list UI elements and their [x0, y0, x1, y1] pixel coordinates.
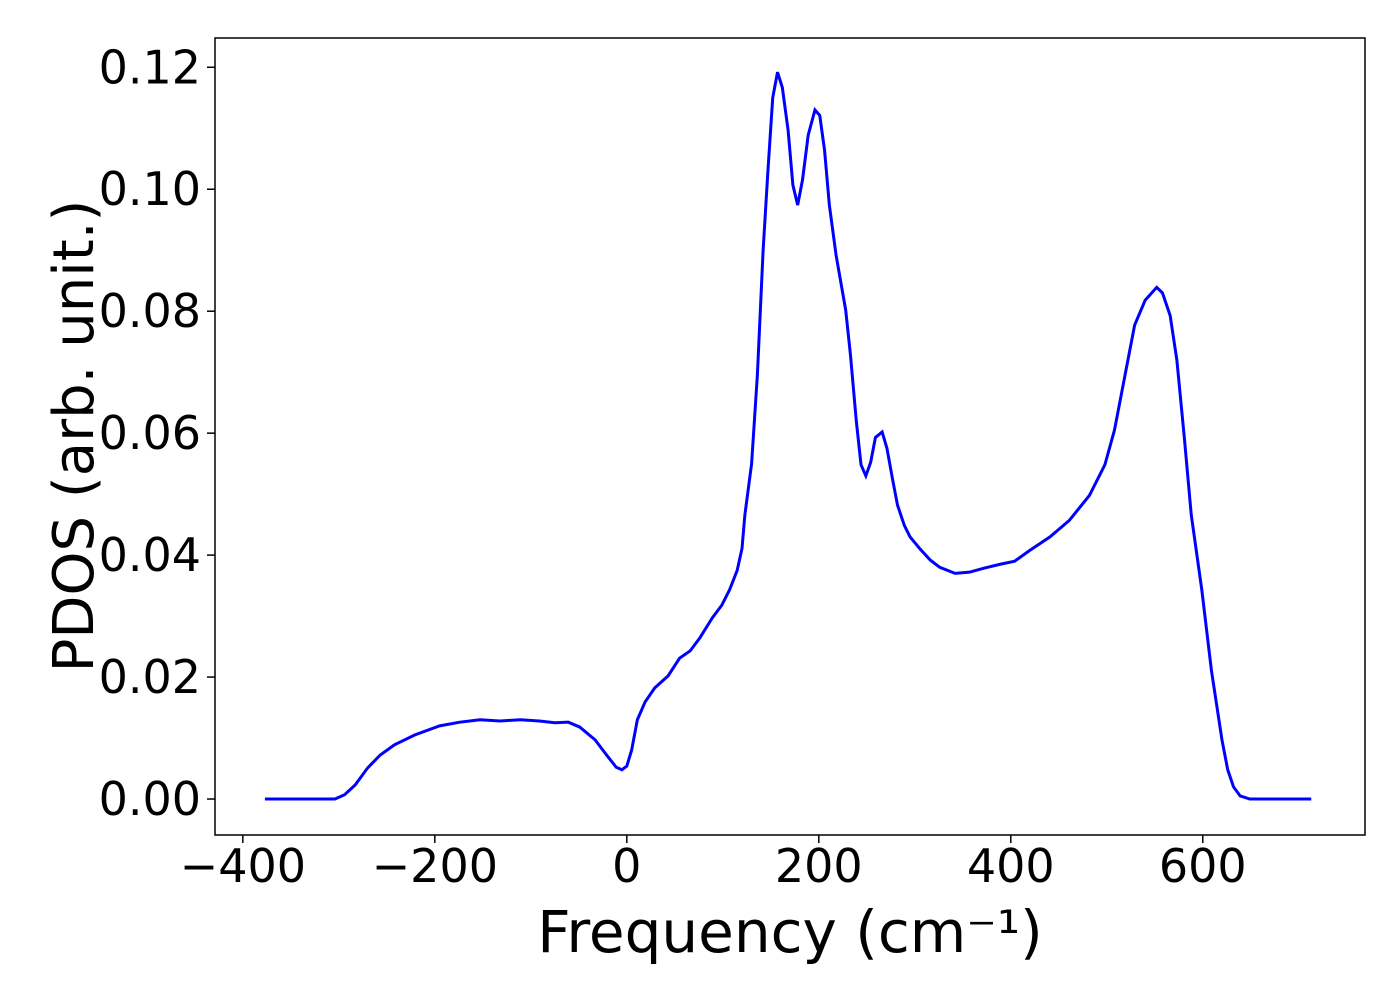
y-axis-label: PDOS (arb. unit.): [42, 200, 107, 673]
x-tick-label: 200: [775, 839, 863, 893]
y-tick-label: 0.02: [99, 650, 201, 704]
x-tick-label: 400: [967, 839, 1055, 893]
x-axis-label: Frequency (cm⁻¹): [537, 898, 1043, 966]
plot-frame: [214, 37, 1366, 836]
y-tick-label: 0.08: [99, 284, 201, 338]
x-tick-label: 0: [612, 839, 641, 893]
x-tick-label: −200: [372, 839, 498, 893]
y-tick-label: 0.06: [99, 406, 201, 460]
data-line: [264, 71, 1312, 801]
x-tick-label: 600: [1159, 839, 1247, 893]
y-tick-label: 0.04: [99, 528, 201, 582]
y-tick-label: 0.10: [99, 162, 201, 216]
y-tick-label: 0.12: [99, 40, 201, 94]
y-tick-label: 0.00: [99, 772, 201, 826]
x-tick-label: −400: [180, 839, 306, 893]
